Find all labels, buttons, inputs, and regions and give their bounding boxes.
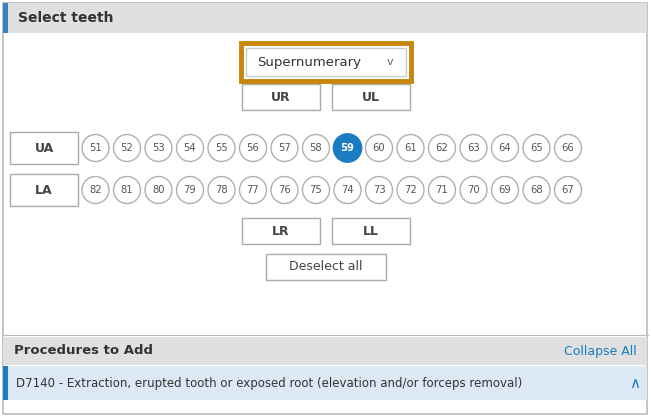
FancyBboxPatch shape (10, 174, 78, 206)
FancyBboxPatch shape (10, 132, 78, 164)
Text: 63: 63 (467, 143, 480, 153)
FancyBboxPatch shape (3, 366, 8, 400)
FancyBboxPatch shape (3, 3, 8, 33)
Text: 54: 54 (184, 143, 197, 153)
Circle shape (428, 176, 456, 203)
Circle shape (555, 176, 581, 203)
Circle shape (271, 176, 298, 203)
Text: 68: 68 (530, 185, 543, 195)
FancyBboxPatch shape (3, 366, 647, 400)
Circle shape (428, 135, 456, 161)
Circle shape (365, 176, 393, 203)
FancyBboxPatch shape (245, 48, 406, 76)
Text: D7140 - Extraction, erupted tooth or exposed root (elevation and/or forceps remo: D7140 - Extraction, erupted tooth or exp… (16, 377, 522, 389)
Text: UR: UR (271, 90, 290, 103)
Circle shape (397, 176, 424, 203)
Circle shape (303, 176, 329, 203)
Text: 72: 72 (404, 185, 417, 195)
Text: LA: LA (35, 183, 53, 196)
Circle shape (240, 176, 266, 203)
Circle shape (113, 176, 141, 203)
Text: UA: UA (35, 141, 53, 155)
FancyBboxPatch shape (3, 3, 647, 33)
FancyBboxPatch shape (331, 218, 409, 244)
Text: Select teeth: Select teeth (18, 11, 113, 25)
Text: 82: 82 (89, 185, 102, 195)
Text: v: v (386, 57, 393, 67)
Text: 80: 80 (152, 185, 165, 195)
Circle shape (145, 176, 172, 203)
Text: 59: 59 (340, 143, 354, 153)
FancyBboxPatch shape (266, 254, 385, 280)
Text: 55: 55 (215, 143, 228, 153)
Text: 51: 51 (89, 143, 102, 153)
Circle shape (523, 135, 550, 161)
Circle shape (365, 135, 393, 161)
Text: Collapse All: Collapse All (564, 344, 637, 357)
Circle shape (523, 176, 550, 203)
Text: 76: 76 (278, 185, 291, 195)
Circle shape (176, 176, 204, 203)
Text: 61: 61 (404, 143, 417, 153)
Circle shape (208, 176, 235, 203)
FancyBboxPatch shape (3, 337, 647, 365)
Text: ∧: ∧ (630, 375, 641, 390)
Circle shape (240, 135, 266, 161)
Text: Supernumerary: Supernumerary (258, 55, 361, 68)
Circle shape (460, 176, 487, 203)
Text: 60: 60 (372, 143, 385, 153)
Text: 53: 53 (152, 143, 165, 153)
Circle shape (492, 176, 518, 203)
Circle shape (334, 135, 361, 161)
Text: 77: 77 (247, 185, 259, 195)
Circle shape (271, 135, 298, 161)
Text: LL: LL (363, 224, 378, 238)
Circle shape (208, 135, 235, 161)
Circle shape (82, 135, 109, 161)
Text: 62: 62 (436, 143, 449, 153)
Text: 64: 64 (499, 143, 511, 153)
Text: 78: 78 (215, 185, 228, 195)
Text: 67: 67 (562, 185, 574, 195)
Text: 69: 69 (499, 185, 512, 195)
Circle shape (113, 135, 141, 161)
Text: 66: 66 (562, 143, 574, 153)
Text: 73: 73 (372, 185, 385, 195)
Circle shape (555, 135, 581, 161)
FancyBboxPatch shape (242, 218, 320, 244)
Circle shape (460, 135, 487, 161)
Text: 75: 75 (310, 185, 322, 195)
Circle shape (176, 135, 204, 161)
Text: LR: LR (271, 224, 289, 238)
Text: UL: UL (361, 90, 380, 103)
Text: 74: 74 (341, 185, 353, 195)
Text: 79: 79 (184, 185, 197, 195)
FancyBboxPatch shape (242, 84, 320, 110)
Text: Procedures to Add: Procedures to Add (14, 344, 153, 357)
FancyBboxPatch shape (3, 3, 647, 414)
Circle shape (82, 176, 109, 203)
Text: 52: 52 (120, 143, 133, 153)
Text: 71: 71 (436, 185, 449, 195)
Circle shape (334, 176, 361, 203)
Text: 65: 65 (530, 143, 543, 153)
FancyBboxPatch shape (331, 84, 409, 110)
Circle shape (303, 135, 329, 161)
Text: 81: 81 (120, 185, 133, 195)
Text: 58: 58 (310, 143, 322, 153)
Circle shape (397, 135, 424, 161)
Text: 56: 56 (247, 143, 259, 153)
Circle shape (492, 135, 518, 161)
Circle shape (145, 135, 172, 161)
Text: 57: 57 (278, 143, 291, 153)
Text: 70: 70 (467, 185, 480, 195)
Text: Deselect all: Deselect all (289, 261, 362, 274)
